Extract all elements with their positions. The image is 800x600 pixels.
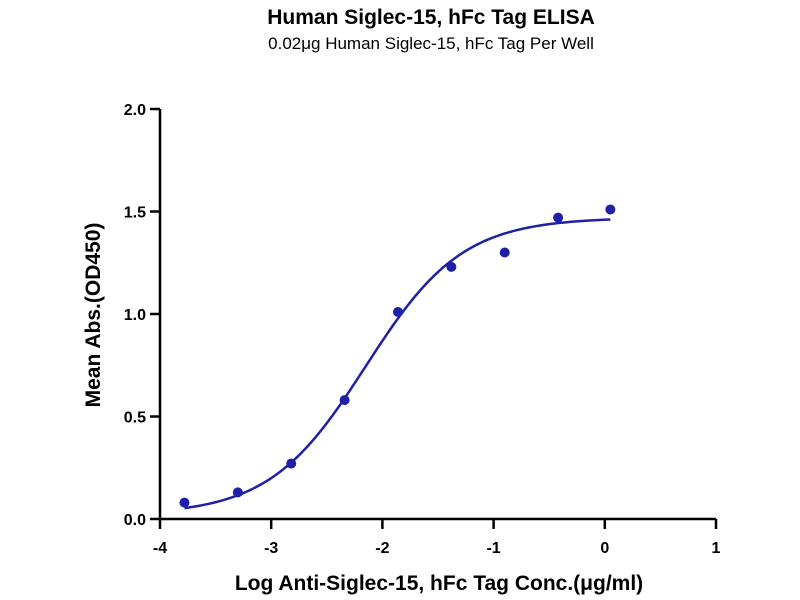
data-point [446, 261, 457, 272]
y-tick-label: 0.0 [124, 512, 146, 529]
x-tick-label: -2 [375, 540, 389, 557]
data-point [179, 497, 190, 508]
data-points-layer [179, 204, 616, 508]
chart-subtitle: 0.02μg Human Siglec-15, hFc Tag Per Well [268, 34, 594, 53]
fit-curve-layer [184, 218, 611, 510]
data-point [553, 212, 564, 223]
x-tick-label: 0 [600, 540, 609, 557]
y-tick-label: 0.5 [124, 410, 146, 427]
x-axis-label: Log Anti-Siglec-15, hFc Tag Conc.(μg/ml) [235, 572, 643, 595]
axes: -4 -3 -2 -1 0 1 0.0 0.5 1.0 1.5 2.0 [124, 102, 721, 557]
data-point [232, 487, 243, 498]
data-point [499, 247, 510, 258]
data-point [339, 395, 350, 406]
data-point [392, 306, 403, 317]
fit-curve-line [184, 218, 611, 510]
x-tick-label: 1 [712, 540, 721, 557]
y-tick-label: 2.0 [124, 102, 146, 119]
y-tick-label: 1.5 [124, 205, 146, 222]
data-point [286, 458, 297, 469]
chart-title: Human Siglec-15, hFc Tag ELISA [267, 6, 595, 29]
x-tick-label: -1 [486, 540, 500, 557]
data-point [605, 204, 616, 215]
x-tick-label: -3 [264, 540, 278, 557]
x-tick-label: -4 [153, 540, 167, 557]
y-tick-label: 1.0 [124, 307, 146, 324]
y-axis-label: Mean Abs.(OD450) [82, 223, 105, 408]
